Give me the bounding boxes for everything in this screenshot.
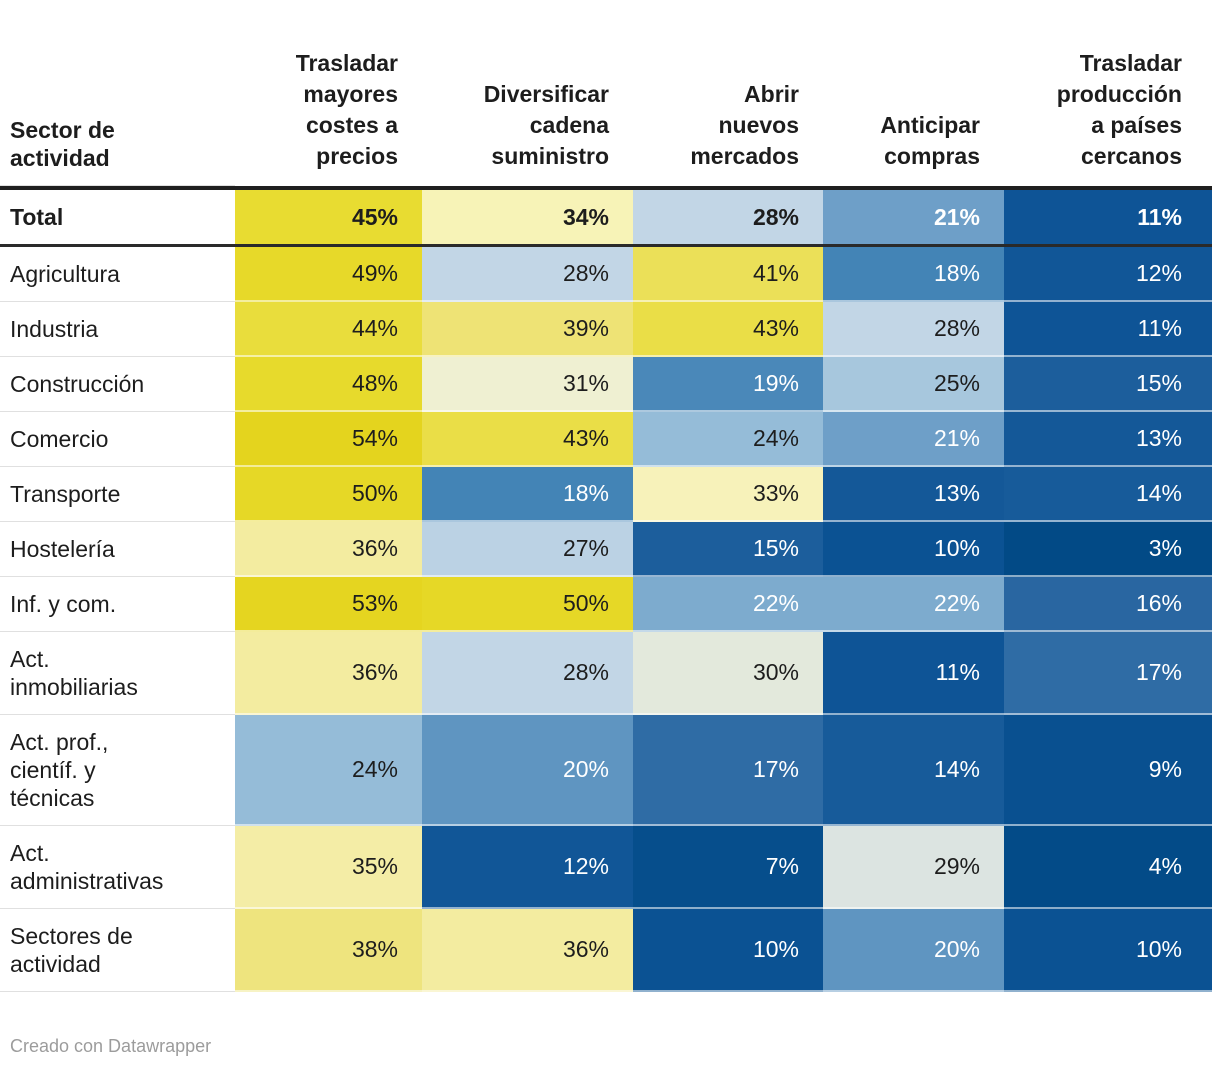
table-row: Transporte 50% 18% 33% 13% 14% bbox=[0, 467, 1212, 522]
heatmap-body: Total 45% 34% 28% 21% 11% Agricultura 49% 28% 41%… bbox=[0, 190, 1212, 992]
heatmap-cell: 41% bbox=[633, 247, 823, 302]
heatmap-cell: 27% bbox=[422, 522, 633, 577]
row-label: Act. inmobiliarias bbox=[0, 632, 235, 715]
column-header-anticipar-compras: Anticipar compras bbox=[823, 0, 1004, 186]
row-label: Agricultura bbox=[0, 247, 235, 302]
row-label: Act. prof., científ. y técnicas bbox=[0, 715, 235, 826]
row-label: Hostelería bbox=[0, 522, 235, 577]
heatmap-cell: 24% bbox=[235, 715, 422, 826]
table-row: Act. administrativas 35% 12% 7% 29% 4% bbox=[0, 826, 1212, 909]
row-label: Inf. y com. bbox=[0, 577, 235, 632]
heatmap-cell: 11% bbox=[1004, 190, 1212, 247]
row-label: Act. administrativas bbox=[0, 826, 235, 909]
heatmap-cell: 13% bbox=[1004, 412, 1212, 467]
heatmap-cell: 15% bbox=[1004, 357, 1212, 412]
heatmap-cell: 49% bbox=[235, 247, 422, 302]
heatmap-cell: 7% bbox=[633, 826, 823, 909]
heatmap-cell: 38% bbox=[235, 909, 422, 992]
row-label: Industria bbox=[0, 302, 235, 357]
heatmap-cell: 53% bbox=[235, 577, 422, 632]
header-row: Sector de actividad Trasladar mayores co… bbox=[0, 0, 1212, 190]
heatmap-cell: 21% bbox=[823, 190, 1004, 247]
heatmap-cell: 10% bbox=[1004, 909, 1212, 992]
datawrapper-credit-link[interactable]: Creado con Datawrapper bbox=[10, 1036, 212, 1056]
heatmap-cell: 45% bbox=[235, 190, 422, 247]
heatmap-cell: 18% bbox=[422, 467, 633, 522]
heatmap-cell: 3% bbox=[1004, 522, 1212, 577]
heatmap-cell: 22% bbox=[633, 577, 823, 632]
row-label: Total bbox=[0, 190, 235, 247]
table-row: Act. prof., científ. y técnicas 24% 20% 17%… bbox=[0, 715, 1212, 826]
heatmap-cell: 11% bbox=[823, 632, 1004, 715]
heatmap-cell: 50% bbox=[235, 467, 422, 522]
heatmap-cell: 25% bbox=[823, 357, 1004, 412]
heatmap-cell: 31% bbox=[422, 357, 633, 412]
heatmap-cell: 20% bbox=[422, 715, 633, 826]
heatmap-cell: 17% bbox=[1004, 632, 1212, 715]
row-header-label: Sector de actividad bbox=[0, 0, 235, 186]
heatmap-cell: 10% bbox=[823, 522, 1004, 577]
heatmap-cell: 28% bbox=[823, 302, 1004, 357]
table-row: Inf. y com. 53% 50% 22% 22% 16% bbox=[0, 577, 1212, 632]
heatmap-cell: 28% bbox=[633, 190, 823, 247]
heatmap-cell: 39% bbox=[422, 302, 633, 357]
heatmap-cell: 44% bbox=[235, 302, 422, 357]
row-label: Sectores de actividad bbox=[0, 909, 235, 992]
table-row: Industria 44% 39% 43% 28% 11% bbox=[0, 302, 1212, 357]
heatmap-cell: 19% bbox=[633, 357, 823, 412]
heatmap-cell: 28% bbox=[422, 247, 633, 302]
heatmap-cell: 13% bbox=[823, 467, 1004, 522]
heatmap-cell: 9% bbox=[1004, 715, 1212, 826]
heatmap-cell: 10% bbox=[633, 909, 823, 992]
heatmap-cell: 12% bbox=[1004, 247, 1212, 302]
heatmap-cell: 43% bbox=[422, 412, 633, 467]
heatmap-table: Sector de actividad Trasladar mayores co… bbox=[0, 0, 1212, 1057]
heatmap-cell: 20% bbox=[823, 909, 1004, 992]
heatmap-cell: 17% bbox=[633, 715, 823, 826]
column-header-diversificar: Diversificar cadena suministro bbox=[422, 0, 633, 186]
table-row: Sectores de actividad 38% 36% 10% 20% 10% bbox=[0, 909, 1212, 992]
column-header-trasladar-produccion: Trasladar producción a países cercanos bbox=[1004, 0, 1212, 186]
heatmap-cell: 50% bbox=[422, 577, 633, 632]
heatmap-cell: 18% bbox=[823, 247, 1004, 302]
heatmap-cell: 28% bbox=[422, 632, 633, 715]
row-label: Comercio bbox=[0, 412, 235, 467]
heatmap-cell: 35% bbox=[235, 826, 422, 909]
heatmap-cell: 11% bbox=[1004, 302, 1212, 357]
heatmap-cell: 36% bbox=[422, 909, 633, 992]
heatmap-cell: 22% bbox=[823, 577, 1004, 632]
heatmap-cell: 21% bbox=[823, 412, 1004, 467]
heatmap-cell: 33% bbox=[633, 467, 823, 522]
table-row: Construcción 48% 31% 19% 25% 15% bbox=[0, 357, 1212, 412]
table-row: Comercio 54% 43% 24% 21% 13% bbox=[0, 412, 1212, 467]
table-row: Agricultura 49% 28% 41% 18% 12% bbox=[0, 247, 1212, 302]
heatmap-cell: 48% bbox=[235, 357, 422, 412]
heatmap-cell: 43% bbox=[633, 302, 823, 357]
row-label: Construcción bbox=[0, 357, 235, 412]
heatmap-cell: 12% bbox=[422, 826, 633, 909]
heatmap-cell: 54% bbox=[235, 412, 422, 467]
column-header-abrir-mercados: Abrir nuevos mercados bbox=[633, 0, 823, 186]
table-row: Act. inmobiliarias 36% 28% 30% 11% 17% bbox=[0, 632, 1212, 715]
heatmap-cell: 24% bbox=[633, 412, 823, 467]
table-row: Hostelería 36% 27% 15% 10% 3% bbox=[0, 522, 1212, 577]
heatmap-cell: 14% bbox=[1004, 467, 1212, 522]
heatmap-cell: 34% bbox=[422, 190, 633, 247]
row-label: Transporte bbox=[0, 467, 235, 522]
column-header-trasladar-costes: Trasladar mayores costes a precios bbox=[235, 0, 422, 186]
heatmap-cell: 4% bbox=[1004, 826, 1212, 909]
heatmap-cell: 36% bbox=[235, 522, 422, 577]
heatmap-cell: 15% bbox=[633, 522, 823, 577]
heatmap-cell: 14% bbox=[823, 715, 1004, 826]
heatmap-cell: 29% bbox=[823, 826, 1004, 909]
table-row-total: Total 45% 34% 28% 21% 11% bbox=[0, 190, 1212, 247]
heatmap-cell: 30% bbox=[633, 632, 823, 715]
attribution: Creado con Datawrapper bbox=[10, 1036, 1212, 1057]
heatmap-cell: 16% bbox=[1004, 577, 1212, 632]
heatmap-cell: 36% bbox=[235, 632, 422, 715]
